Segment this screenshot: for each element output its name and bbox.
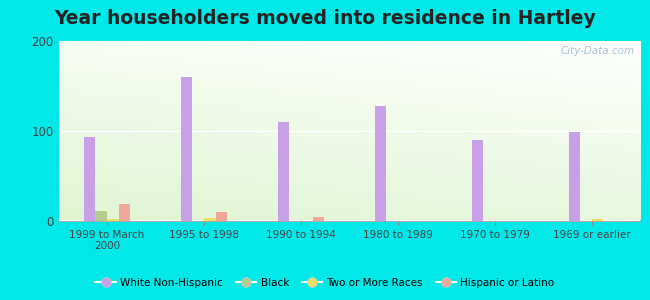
Bar: [374, 106, 386, 220]
Bar: [96, 211, 107, 220]
Bar: [118, 204, 130, 220]
Text: City-Data.com: City-Data.com: [560, 46, 634, 56]
Text: Year householders moved into residence in Hartley: Year householders moved into residence i…: [54, 9, 596, 28]
Bar: [216, 212, 228, 220]
Bar: [107, 219, 118, 220]
Bar: [569, 132, 580, 220]
Bar: [313, 217, 324, 220]
Bar: [278, 122, 289, 220]
Bar: [204, 218, 216, 220]
Legend: White Non-Hispanic, Black, Two or More Races, Hispanic or Latino: White Non-Hispanic, Black, Two or More R…: [91, 274, 559, 292]
Bar: [84, 137, 96, 220]
Bar: [471, 140, 483, 220]
Bar: [592, 219, 603, 220]
Bar: [181, 76, 192, 220]
